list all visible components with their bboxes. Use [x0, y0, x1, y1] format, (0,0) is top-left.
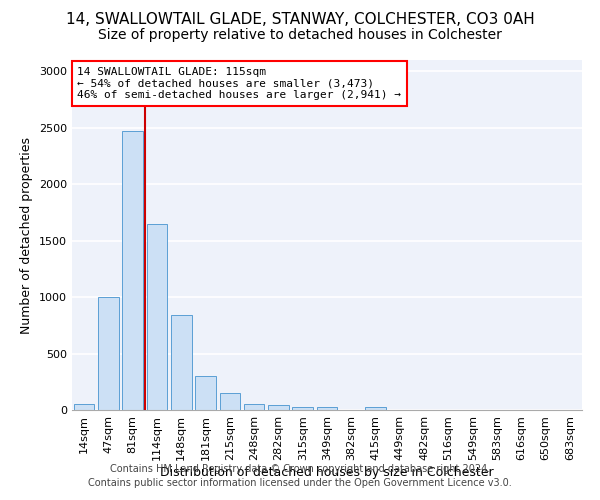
Text: Size of property relative to detached houses in Colchester: Size of property relative to detached ho…: [98, 28, 502, 42]
Text: 14, SWALLOWTAIL GLADE, STANWAY, COLCHESTER, CO3 0AH: 14, SWALLOWTAIL GLADE, STANWAY, COLCHEST…: [65, 12, 535, 28]
Bar: [171, 315, 191, 410]
Bar: [220, 393, 240, 410]
Bar: [98, 297, 119, 410]
Bar: [244, 404, 265, 410]
Text: Contains HM Land Registry data © Crown copyright and database right 2024.
Contai: Contains HM Land Registry data © Crown c…: [88, 464, 512, 487]
X-axis label: Distribution of detached houses by size in Colchester: Distribution of detached houses by size …: [160, 466, 494, 478]
Bar: [195, 376, 216, 410]
Bar: [317, 407, 337, 410]
Bar: [146, 224, 167, 410]
Y-axis label: Number of detached properties: Number of detached properties: [20, 136, 34, 334]
Bar: [122, 131, 143, 410]
Bar: [365, 406, 386, 410]
Bar: [268, 406, 289, 410]
Text: 14 SWALLOWTAIL GLADE: 115sqm
← 54% of detached houses are smaller (3,473)
46% of: 14 SWALLOWTAIL GLADE: 115sqm ← 54% of de…: [77, 67, 401, 100]
Bar: [74, 404, 94, 410]
Bar: [292, 406, 313, 410]
